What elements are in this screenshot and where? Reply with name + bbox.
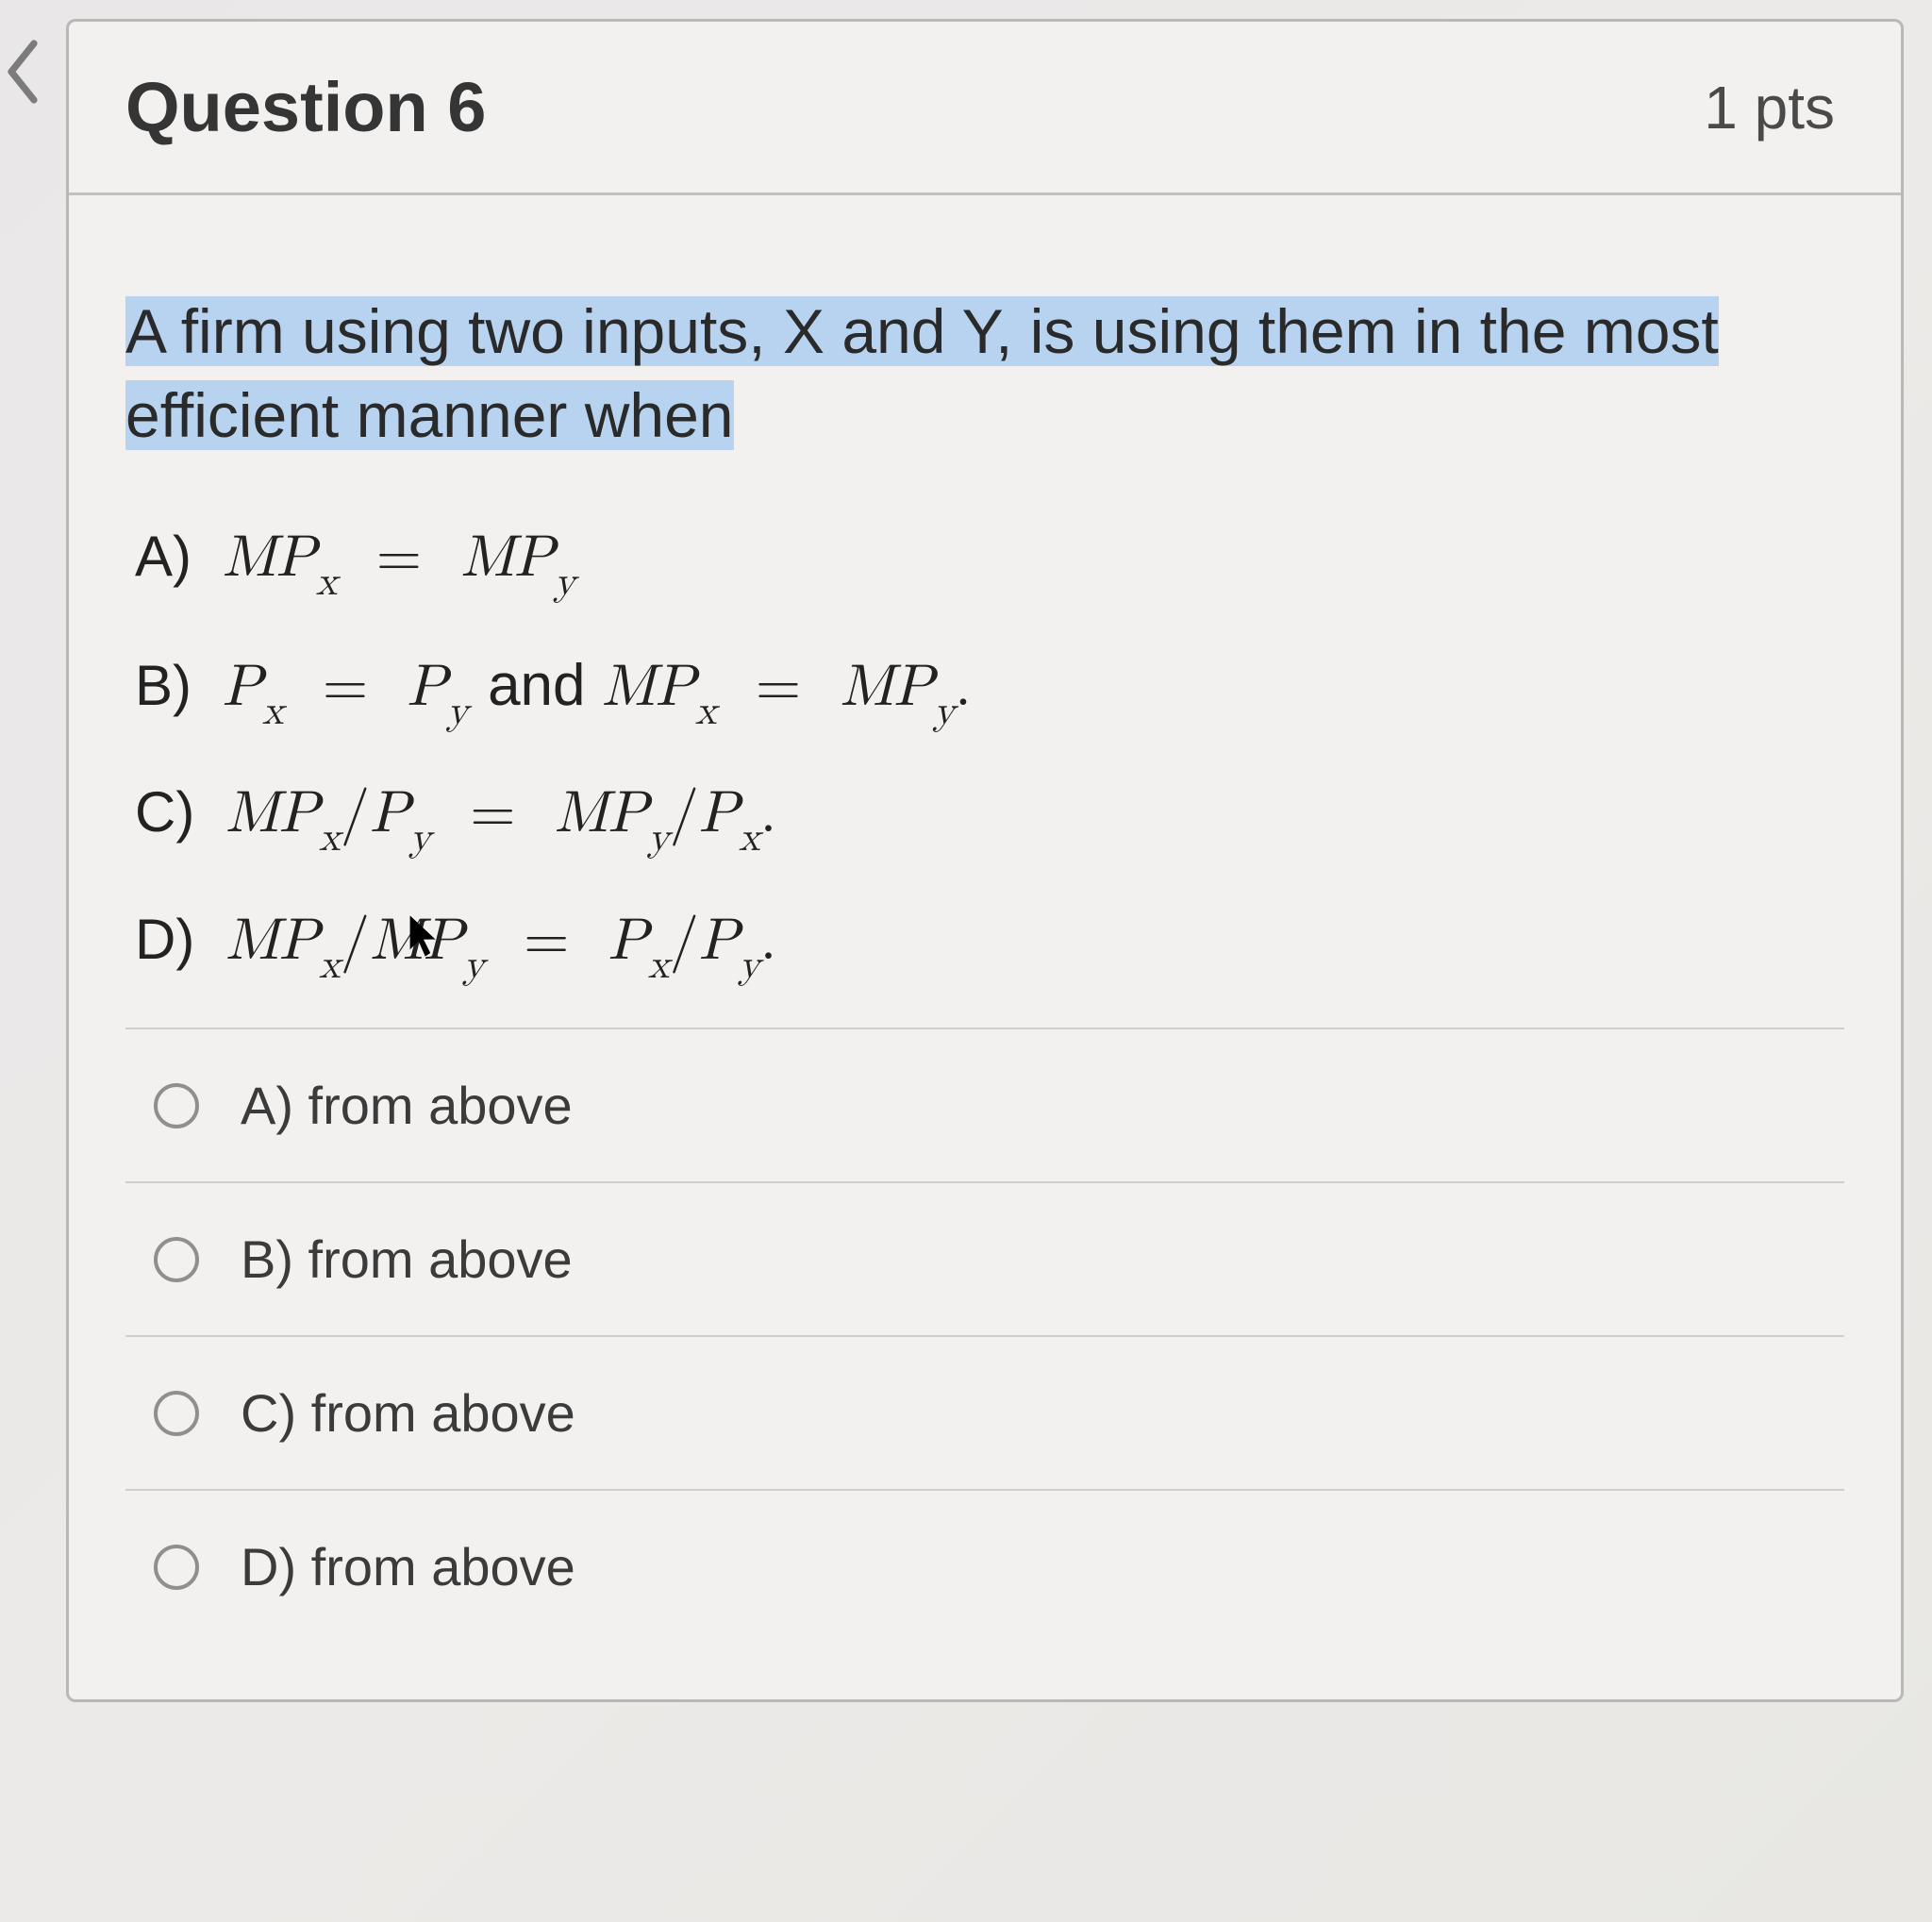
prev-question-chevron[interactable] [0,38,45,106]
prompt-line-1: A firm using two inputs, X and Y, is usi… [125,296,1719,366]
answer-label: A) from above [241,1075,573,1136]
answer-choice-d[interactable]: D) from above [125,1489,1844,1643]
answer-label: B) from above [241,1228,573,1290]
option-c-lead: C) [135,780,194,844]
option-b-and: and [488,653,602,718]
question-prompt: A firm using two inputs, X and Y, is usi… [125,290,1844,458]
radio-icon[interactable] [154,1545,199,1590]
answer-choice-b[interactable]: B) from above [125,1181,1844,1335]
option-a-lead: A) [135,525,192,588]
answer-choice-group: A) from above B) from above C) from abov… [125,1028,1844,1643]
option-b-math: B) Px = Py and MPx = MPy. [135,642,1844,737]
prompt-line-2: efficient manner when [125,380,734,450]
radio-icon[interactable] [154,1237,199,1282]
question-body: A firm using two inputs, X and Y, is usi… [69,195,1901,1699]
question-title: Question 6 [125,67,486,147]
option-d-lead: D) [135,908,194,971]
answer-label: D) from above [241,1536,575,1597]
question-card: Question 6 1 pts A firm using two inputs… [66,19,1904,1702]
option-c-math: C) MPx/Py = MPy/Px. [135,770,1844,863]
radio-icon[interactable] [154,1083,199,1128]
radio-icon[interactable] [154,1391,199,1436]
option-d-math: D) MPx/MPy = Px/Py. [135,897,1844,991]
question-header: Question 6 1 pts [69,22,1901,195]
option-a-math: A) MPx = MPy [135,514,1844,608]
answer-choice-a[interactable]: A) from above [125,1028,1844,1181]
question-points: 1 pts [1704,73,1835,142]
option-b-lead: B) [135,654,192,717]
answer-label: C) from above [241,1382,575,1444]
answer-choice-c[interactable]: C) from above [125,1335,1844,1489]
